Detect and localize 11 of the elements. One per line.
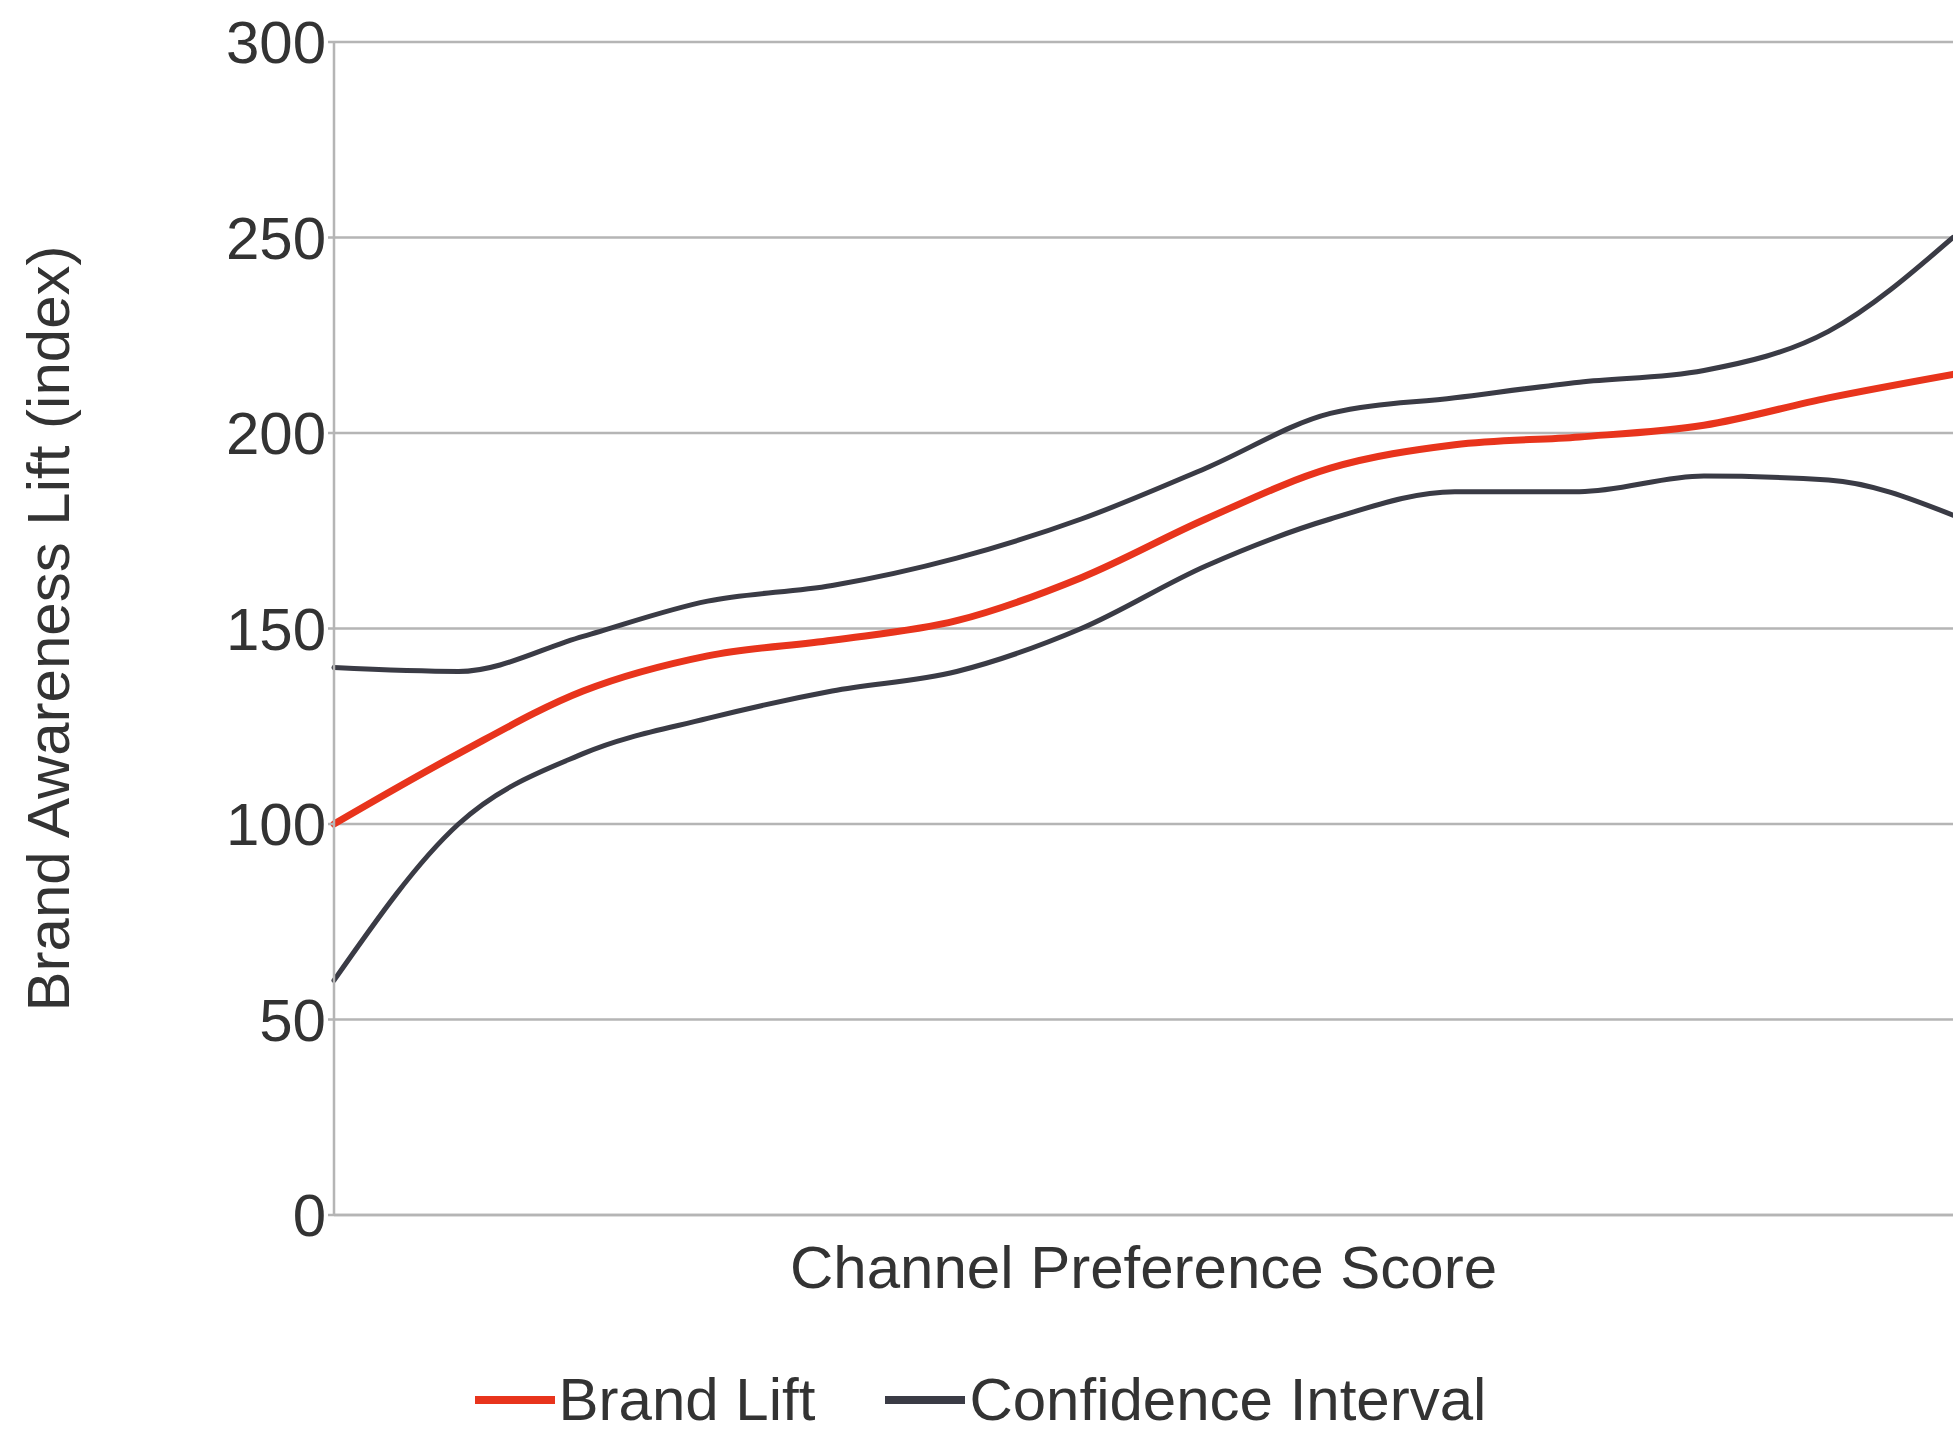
y-tick-label: 100 xyxy=(225,791,326,859)
legend-label: Confidence Interval xyxy=(969,1365,1487,1434)
y-tick-label: 200 xyxy=(225,400,326,468)
x-axis-title: Channel Preference Score xyxy=(789,1233,1498,1301)
y-tick-label: 250 xyxy=(225,204,326,272)
y-axis-title: Brand Awareness Lift (index) xyxy=(15,245,83,1012)
y-tick-label: 50 xyxy=(259,986,326,1054)
y-tick-label: 0 xyxy=(292,1182,326,1250)
legend-label: Brand Lift xyxy=(558,1365,816,1434)
y-tick-label: 150 xyxy=(225,595,326,663)
y-tick-label: 300 xyxy=(225,9,326,77)
